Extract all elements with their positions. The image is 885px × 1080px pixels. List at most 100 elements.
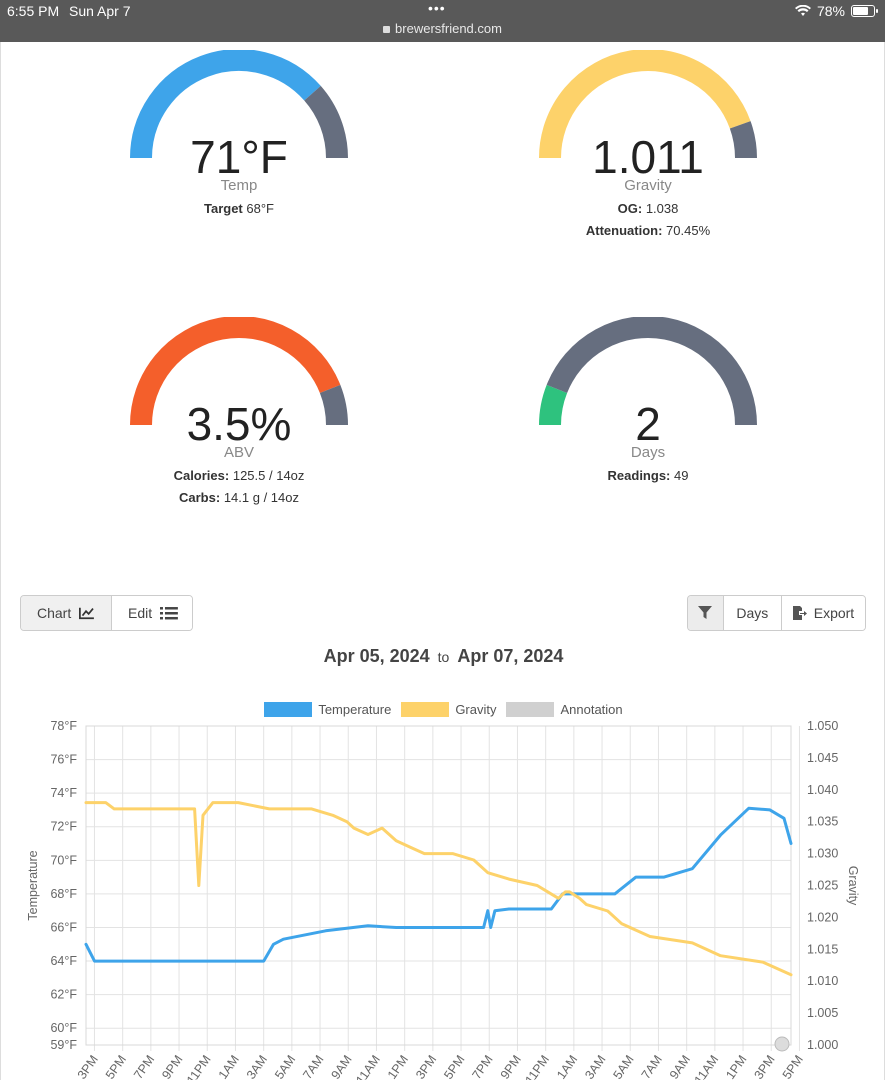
list-icon <box>160 607 178 620</box>
edit-button[interactable]: Edit <box>112 596 192 630</box>
y-right-tick-label: 1.010 <box>807 974 838 988</box>
days-button-label: Days <box>736 605 769 621</box>
days-gauge-arc <box>539 317 757 426</box>
abv-calories: Calories: 125.5 / 14oz <box>173 468 305 483</box>
status-bar: 6:55 PM Sun Apr 7 ••• brewersfriend.com … <box>0 0 885 42</box>
x-tick-label: 7AM <box>639 1053 665 1080</box>
gravity-gauge-track <box>729 121 757 159</box>
legend-swatch-gravity <box>401 702 450 717</box>
multitask-dots-icon[interactable]: ••• <box>428 0 446 16</box>
gravity-value: 1.011 <box>592 131 704 183</box>
status-right: 78% <box>794 3 878 19</box>
temp-value: 71°F <box>190 131 288 183</box>
x-tick-label: 9PM <box>498 1053 524 1080</box>
y-right-tick-label: 1.035 <box>807 815 838 829</box>
days-label: Days <box>630 444 666 461</box>
series-line-temperature[interactable] <box>84 806 793 963</box>
days-readings: Readings: 49 <box>607 468 689 483</box>
view-toggle: Chart Edit <box>20 595 193 631</box>
filter-icon <box>698 606 713 619</box>
x-tick-label: 1PM <box>723 1053 749 1080</box>
abv-value: 3.5% <box>186 398 292 450</box>
chart-legend: Temperature Gravity Annotation <box>1 702 885 717</box>
x-tick-label: 11AM <box>353 1053 383 1080</box>
url-text: brewersfriend.com <box>395 21 502 36</box>
y-left-tick-label: 74°F <box>50 786 77 800</box>
y-right-tick-label: 1.000 <box>807 1038 838 1052</box>
date-range-to: to <box>437 649 450 665</box>
x-tick-label: 3PM <box>752 1053 778 1080</box>
x-tick-label: 9AM <box>667 1053 693 1080</box>
temp-target: Target 68°F <box>204 201 274 216</box>
x-tick-label: 1AM <box>216 1053 242 1080</box>
legend-annotation[interactable]: Annotation <box>506 702 623 717</box>
x-tick-label: 9PM <box>159 1053 185 1080</box>
x-tick-label: 5PM <box>103 1053 129 1080</box>
x-tick-label: 9AM <box>329 1053 355 1080</box>
x-tick-label: 5PM <box>780 1053 806 1080</box>
date-to[interactable]: Apr 07, 2024 <box>457 646 564 666</box>
legend-swatch-annotation <box>506 702 555 717</box>
legend-label-annotation: Annotation <box>560 702 623 717</box>
lock-icon <box>383 26 391 33</box>
series-line-gravity[interactable] <box>84 801 793 977</box>
address-bar[interactable]: brewersfriend.com <box>0 21 885 36</box>
chart-button[interactable]: Chart <box>21 596 112 630</box>
x-tick-label: 1AM <box>554 1053 580 1080</box>
chart-button-label: Chart <box>37 605 72 621</box>
date-range: Apr 05, 2024 to Apr 07, 2024 <box>1 646 885 667</box>
plot-area <box>85 725 792 1046</box>
battery-percent: 78% <box>816 3 845 19</box>
y-right-tick-label: 1.050 <box>807 719 838 733</box>
export-button-label: Export <box>813 605 855 621</box>
y-right-tick-label: 1.015 <box>807 942 838 956</box>
gravity-gauge-arc <box>539 50 757 159</box>
abv-carbs: Carbs: 14.1 g / 14oz <box>179 490 299 505</box>
edit-button-label: Edit <box>128 605 153 621</box>
days-gauge: 2 Days Readings: 49 <box>518 317 778 497</box>
y-right-tick-label: 1.020 <box>807 910 838 924</box>
legend-label-temperature: Temperature <box>318 702 392 717</box>
y-right-tick-label: 1.025 <box>807 879 838 893</box>
temp-gauge: 71°F Temp Target 68°F <box>109 50 369 230</box>
wifi-icon <box>794 5 811 16</box>
y-left-tick-label: 59°F <box>50 1038 77 1052</box>
temp-gauge-fill <box>130 50 321 159</box>
x-tick-label: 3AM <box>244 1053 270 1080</box>
export-button[interactable]: Export <box>781 596 865 630</box>
abv-gauge-track <box>319 384 348 426</box>
legend-label-gravity: Gravity <box>455 702 497 717</box>
annotation-marker[interactable] <box>774 1036 790 1052</box>
battery-icon <box>851 5 878 17</box>
legend-gravity[interactable]: Gravity <box>401 702 496 717</box>
days-value: 2 <box>635 398 661 450</box>
export-icon <box>792 606 807 620</box>
gravity-gauge: 1.011 Gravity OG: 1.038 Attenuation: 70.… <box>518 50 778 250</box>
x-tick-label: 11AM <box>692 1053 722 1080</box>
y-left-tick-label: 66°F <box>50 920 77 934</box>
y-left-tick-label: 70°F <box>50 853 77 867</box>
status-time: 6:55 PM <box>7 3 60 19</box>
filter-button[interactable] <box>688 596 724 630</box>
temp-label: Temp <box>220 177 258 194</box>
y-right-tick-label: 1.030 <box>807 847 838 861</box>
legend-temperature[interactable]: Temperature <box>264 702 391 717</box>
gravity-og: OG: 1.038 <box>617 201 679 216</box>
y-left-tick-label: 60°F <box>50 1021 77 1035</box>
date-from[interactable]: Apr 05, 2024 <box>323 646 430 666</box>
x-tick-label: 7PM <box>470 1053 496 1080</box>
x-tick-label: 5AM <box>272 1053 298 1080</box>
y-left-axis-label: Temperature <box>26 850 40 920</box>
abv-gauge-fill <box>130 317 341 426</box>
y-right-tick-label: 1.040 <box>807 783 838 797</box>
x-tick-label: 5PM <box>441 1053 467 1080</box>
abv-gauge: 3.5% ABV Calories: 125.5 / 14oz Carbs: 1… <box>109 317 369 517</box>
abv-label: ABV <box>223 444 254 461</box>
temp-gauge-arc <box>130 50 348 159</box>
days-button[interactable]: Days <box>723 596 782 630</box>
y-right-tick-label: 1.005 <box>807 1006 838 1020</box>
status-date: Sun Apr 7 <box>69 3 131 19</box>
legend-swatch-temperature <box>264 702 313 717</box>
y-right-axis-label: Gravity <box>846 866 860 906</box>
x-tick-label: 7PM <box>131 1053 157 1080</box>
